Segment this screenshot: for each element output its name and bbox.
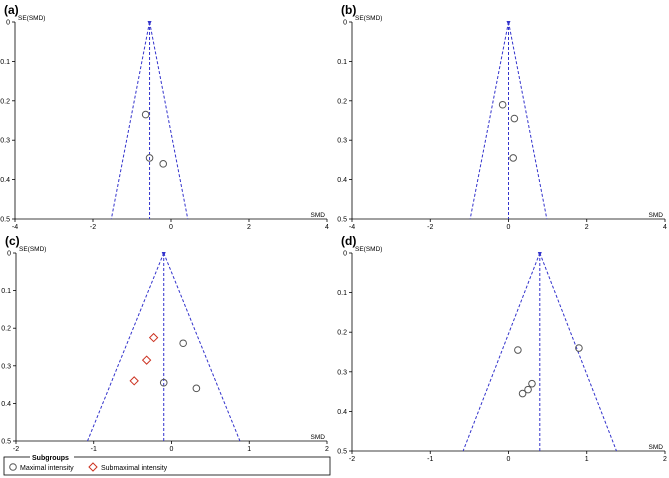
y-tick-label: 0.3 xyxy=(1,363,11,370)
study-point-diamond xyxy=(129,376,139,386)
x-tick-label: -4 xyxy=(349,224,355,231)
y-tick-label: 0.4 xyxy=(1,401,11,408)
y-tick-label: 0 xyxy=(6,20,10,27)
y-tick-label: 0.5 xyxy=(337,449,347,456)
x-tick-label: 1 xyxy=(585,456,589,463)
y-tick-label: 0.1 xyxy=(337,290,347,297)
x-tick-label: 2 xyxy=(247,224,251,231)
x-tick-label: -4 xyxy=(12,224,18,231)
x-tick-label: -2 xyxy=(90,224,96,231)
funnel-right-limit xyxy=(539,252,617,452)
study-point-circle xyxy=(159,378,168,387)
x-tick-label: -1 xyxy=(427,456,433,463)
y-tick-label: 0 xyxy=(343,251,347,258)
legend-item-submaximal-label: Submaximal intensity xyxy=(101,465,168,472)
study-point-circle xyxy=(145,154,154,162)
y-tick-label: 0.2 xyxy=(1,326,11,333)
funnel-apex-marker xyxy=(506,21,511,26)
study-point-circle xyxy=(179,339,187,348)
study-point-circle xyxy=(192,384,201,393)
y-tick-label: 0.5 xyxy=(337,217,347,224)
study-point-diamond xyxy=(148,332,159,343)
study-point-circle xyxy=(159,160,167,168)
funnel-apex-marker xyxy=(147,21,152,26)
y-tick-label: 0.5 xyxy=(1,439,11,446)
y-axis-label: SE(SMD) xyxy=(355,246,382,253)
panel-label: (d) xyxy=(341,234,356,248)
legend-box xyxy=(3,456,331,476)
y-tick-label: 0.4 xyxy=(337,409,347,416)
study-point-circle xyxy=(575,344,583,352)
x-axis-label: SMD xyxy=(649,444,664,451)
legend-circle-marker-icon xyxy=(9,463,17,471)
y-tick-label: 0.4 xyxy=(337,177,347,184)
x-tick-label: 2 xyxy=(585,224,589,231)
study-point-circle xyxy=(141,110,150,119)
panel-c: (c)SE(SMD) SMD 0 0.1 0.2 0.3 0.4 0.5-2 -1 0 1 2 xyxy=(1,234,329,453)
y-tick-label: 0.3 xyxy=(337,369,347,376)
study-point-circle xyxy=(509,154,517,162)
x-axis-label: SMD xyxy=(311,212,326,219)
study-point-diamond xyxy=(141,355,152,365)
study-point-circle xyxy=(514,346,522,354)
panel-label: (a) xyxy=(4,3,19,17)
legend-item-maximal-label: Maximal intensity xyxy=(20,465,74,472)
y-axis-label: SE(SMD) xyxy=(355,15,382,22)
panel-b: (b)SE(SMD) SMD 0 0.1 0.2 0.3 0.4 0.5-4 -2 0 2 4 xyxy=(337,3,667,231)
y-tick-label: 0.2 xyxy=(337,330,347,337)
panel-a: (a)SE(SMD) SMD 0 0.1 0.2 0.3 0.4 0.5-4 -2 0 2 4 xyxy=(0,3,329,231)
x-tick-label: 0 xyxy=(507,456,511,463)
y-tick-label: 0 xyxy=(7,251,11,258)
funnel-apex-marker xyxy=(537,252,542,257)
x-tick-label: 1 xyxy=(247,446,251,453)
legend-title: Subgroups xyxy=(32,455,69,462)
panel-d: (d)SE(SMD) SMD 0 0.1 0.2 0.3 0.4 0.5-2 -1 0 1 2 xyxy=(337,234,667,463)
y-tick-label: 0.4 xyxy=(0,177,10,184)
funnel-right-limit xyxy=(149,21,189,220)
x-tick-label: 2 xyxy=(325,446,329,453)
y-tick-label: 0.3 xyxy=(337,138,347,145)
legend-diamond-marker-icon xyxy=(88,462,98,472)
x-tick-label: 0 xyxy=(507,224,511,231)
y-tick-label: 0.2 xyxy=(0,98,10,105)
panel-label: (b) xyxy=(341,3,356,17)
funnel-left-limit xyxy=(110,21,151,220)
x-tick-label: 0 xyxy=(170,446,174,453)
y-axis-label: SE(SMD) xyxy=(19,246,46,253)
y-tick-label: 0.2 xyxy=(337,98,347,105)
funnel-apex-marker xyxy=(161,252,166,257)
funnel-right-limit xyxy=(508,21,548,220)
x-tick-label: -2 xyxy=(427,224,433,231)
y-tick-label: 0 xyxy=(343,20,347,27)
y-tick-label: 0.1 xyxy=(337,59,347,66)
y-tick-label: 0.1 xyxy=(1,288,11,295)
panel-label: (c) xyxy=(5,234,20,248)
study-point-circle xyxy=(518,389,527,398)
legend: Subgroups Maximal intensity Submaximal i… xyxy=(3,453,331,476)
study-point-circle xyxy=(524,385,532,394)
y-tick-label: 0.1 xyxy=(0,59,10,66)
y-tick-label: 0.5 xyxy=(0,217,10,224)
x-tick-label: 2 xyxy=(663,456,667,463)
y-tick-label: 0.3 xyxy=(0,138,10,145)
study-point-circle xyxy=(498,100,507,109)
study-point-circle xyxy=(510,114,519,123)
x-axis-label: SMD xyxy=(649,212,664,219)
x-tick-label: -1 xyxy=(91,446,97,453)
y-axis-label: SE(SMD) xyxy=(18,15,45,22)
x-tick-label: -2 xyxy=(13,446,19,453)
funnel-left-limit xyxy=(462,252,541,452)
legend-title-background xyxy=(30,453,74,461)
x-tick-label: 4 xyxy=(325,224,329,231)
funnel-right-limit xyxy=(163,252,241,442)
x-tick-label: 0 xyxy=(169,224,173,231)
x-tick-label: -2 xyxy=(349,456,355,463)
x-axis-label: SMD xyxy=(311,434,326,441)
x-tick-label: 4 xyxy=(663,224,667,231)
study-point-circle xyxy=(528,379,536,388)
funnel-left-limit xyxy=(87,252,165,442)
funnel-left-limit xyxy=(469,21,509,220)
